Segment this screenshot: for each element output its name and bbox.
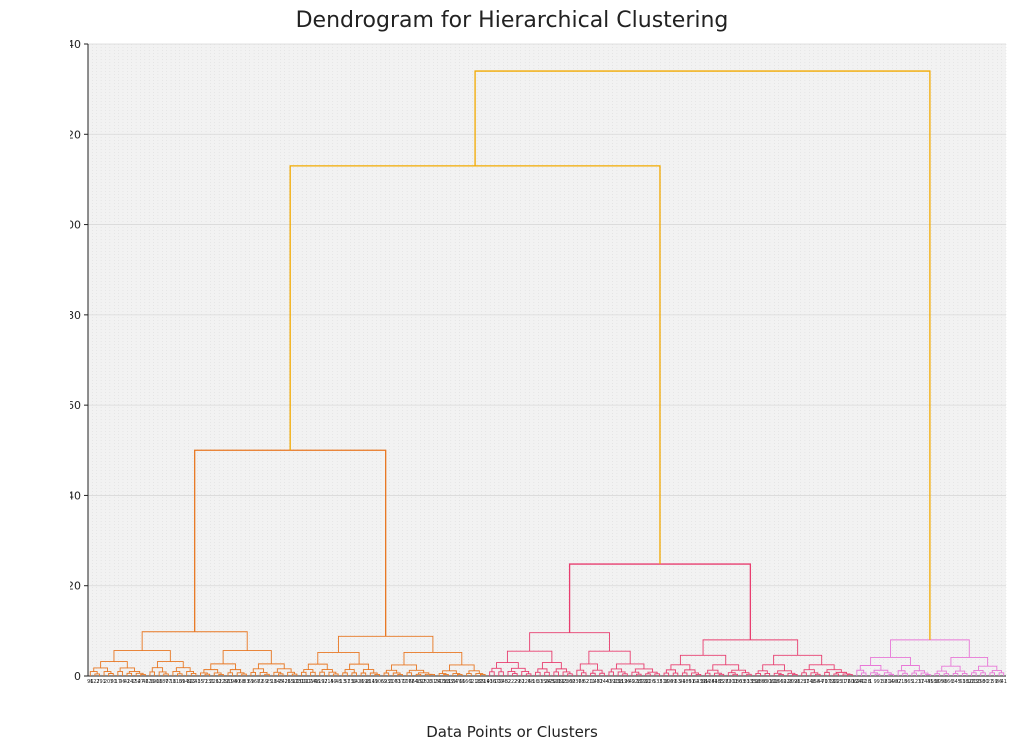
svg-text:40: 40	[70, 489, 81, 502]
svg-text:41: 41	[1001, 679, 1007, 685]
x-axis-label: Data Points or Clusters	[0, 723, 1024, 741]
svg-text:1: 1	[869, 679, 872, 685]
svg-text:80: 80	[70, 309, 81, 322]
svg-text:120: 120	[70, 128, 81, 141]
plot-area: 0204060801001201409612729120570179641247…	[70, 40, 1010, 700]
svg-text:100: 100	[70, 219, 81, 232]
chart-title: Dendrogram for Hierarchical Clustering	[0, 8, 1024, 33]
figure: Dendrogram for Hierarchical Clustering D…	[0, 0, 1024, 747]
svg-text:0: 0	[74, 670, 81, 683]
svg-text:140: 140	[70, 40, 81, 51]
svg-text:60: 60	[70, 399, 81, 412]
svg-text:20: 20	[70, 580, 81, 593]
dendrogram-svg: 0204060801001201409612729120570179641247…	[70, 40, 1010, 700]
